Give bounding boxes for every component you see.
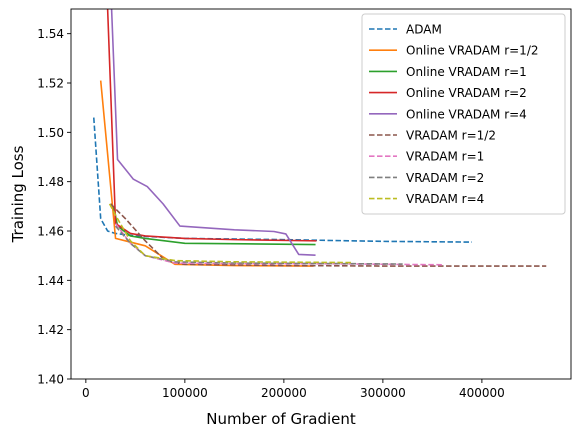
plot-frame — [70, 8, 572, 380]
legend-label-0: ADAM — [406, 23, 442, 37]
legend-label-4: Online VRADAM r=4 — [406, 107, 527, 121]
legend-label-7: VRADAM r=2 — [406, 171, 484, 185]
y-tick-label: 1.46 — [37, 225, 64, 239]
legend: ADAM Online VRADAM r=1/2 Online VRADAM r=1… — [361, 13, 566, 215]
series-line-8 — [108, 203, 354, 264]
y-tick-label: 1.40 — [37, 373, 64, 387]
y-tick-label: 1.50 — [37, 126, 64, 140]
x-tick-label: 0 — [82, 386, 90, 400]
x-tick-label: 100000 — [162, 386, 208, 400]
legend-label-8: VRADAM r=4 — [406, 192, 484, 206]
x-tick-label: 200000 — [261, 386, 307, 400]
legend-box — [361, 13, 566, 215]
y-axis-title: Training Loss — [9, 145, 27, 243]
series-line-4 — [110, 9, 316, 256]
y-tick-label: 1.54 — [37, 27, 64, 41]
legend-label-5: VRADAM r=1/2 — [406, 129, 496, 143]
x-tick-label: 300000 — [360, 386, 406, 400]
y-tick-label: 1.52 — [37, 77, 64, 91]
y-axis-ticks: 1.40 1.42 1.44 1.46 1.48 1.50 1.52 1.54 — [37, 27, 71, 387]
legend-label-1: Online VRADAM r=1/2 — [406, 44, 539, 58]
series-line-0 — [92, 117, 472, 243]
x-axis-title: Number of Gradient — [206, 410, 356, 428]
series-line-7 — [114, 225, 403, 265]
axes — [70, 8, 572, 380]
series-layer — [92, 9, 547, 267]
x-tick-label: 400000 — [459, 386, 505, 400]
x-axis-ticks: 0 100000 200000 300000 400000 — [82, 379, 505, 400]
series-line-6 — [114, 223, 443, 266]
legend-label-3: Online VRADAM r=2 — [406, 86, 527, 100]
legend-label-6: VRADAM r=1 — [406, 150, 484, 164]
y-tick-label: 1.48 — [37, 175, 64, 189]
y-tick-label: 1.42 — [37, 323, 64, 337]
legend-label-2: Online VRADAM r=1 — [406, 65, 527, 79]
y-tick-label: 1.44 — [37, 274, 64, 288]
